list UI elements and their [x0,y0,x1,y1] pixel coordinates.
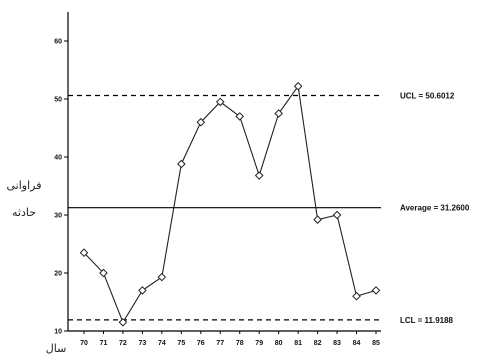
y-tick-label: 20 [54,271,62,278]
x-tick-label: 85 [372,340,380,347]
reference-line-label: Average = 31.2600 [400,204,470,213]
series [79,81,381,327]
data-point [177,159,186,169]
y-ticks: 10 20 30 40 50 60 [54,39,68,336]
data-point [215,97,225,107]
x-tick-label: 77 [216,340,224,347]
x-tick-label: 81 [294,340,302,347]
data-point [332,210,342,220]
x-tick-label: 76 [197,340,205,347]
x-tick-label: 83 [333,340,341,347]
data-point [118,317,128,327]
data-point [99,268,108,278]
x-tick-label: 84 [353,340,361,347]
x-tick-label: 71 [100,340,108,347]
data-point [157,272,167,282]
y-tick-label: 60 [54,39,62,46]
x-tick-label: 73 [139,340,147,347]
data-point [352,291,361,301]
axes [67,12,381,332]
data-point [371,286,381,295]
series-line [83,84,377,324]
x-tick-label: 79 [255,340,263,347]
y-tick-label: 50 [54,97,62,104]
reference-line-label: UCL = 50.6012 [400,92,455,101]
x-tick-label: 75 [177,340,185,347]
reference-line-label: LCL = 11.9188 [400,316,454,325]
x-axis-title: سال [46,342,67,355]
x-tick-label: 80 [275,340,283,347]
data-point [138,286,147,295]
y-axis-title-line2: حادثه [12,206,36,219]
x-tick-label: 74 [158,340,166,347]
y-tick-label: 30 [54,213,62,220]
data-point [293,81,303,91]
x-tick-label: 78 [236,340,244,347]
x-tick-label: 82 [314,340,322,347]
x-tick-label: 72 [119,340,127,347]
y-tick-label: 10 [54,329,62,336]
data-point [313,215,322,224]
x-ticks: 70 71 72 73 74 75 76 77 78 79 80 81 82 83 84 85 [80,331,380,347]
data-point [79,248,89,258]
data-point [254,171,264,180]
y-tick-label: 40 [54,155,62,162]
data-point [235,112,245,121]
x-tick-label: 70 [80,340,88,347]
reference-lines: UCL = 50.6012 Average = 31.2600 LCL = 11.9… [68,92,470,325]
data-point [274,109,283,118]
data-point [196,117,206,127]
y-axis-title-line1: فراوانی [7,179,42,192]
